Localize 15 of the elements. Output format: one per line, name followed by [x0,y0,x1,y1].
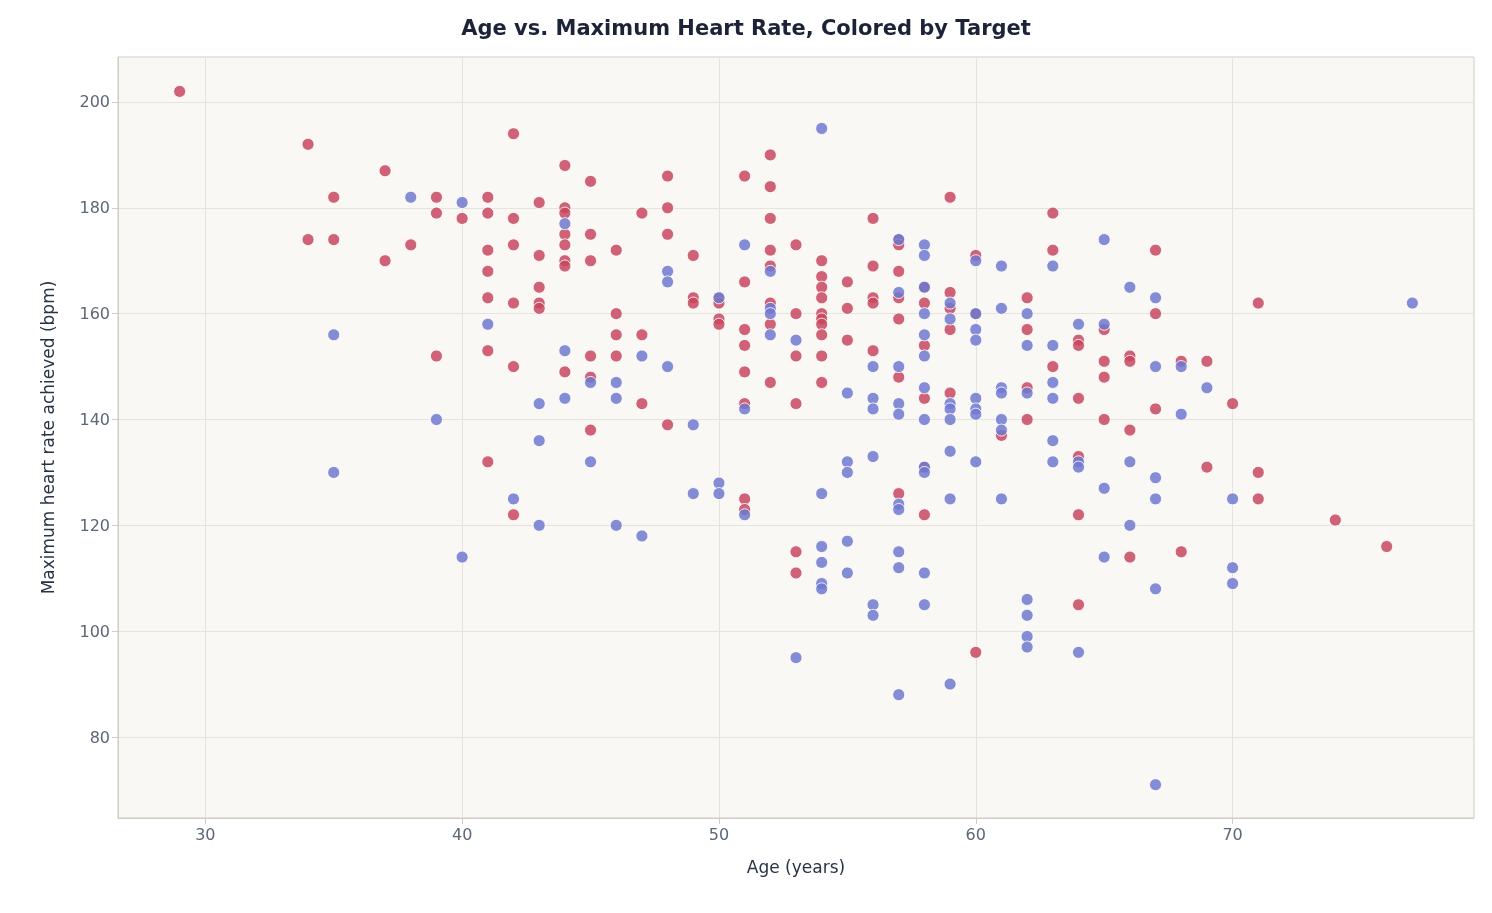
y-axis-title: Maximum heart rate achieved (bpm) [37,280,58,595]
x-tick-label: 30 [195,824,216,844]
y-tick-label: 160 [79,304,110,324]
x-tick-label: 40 [451,824,473,844]
x-tick-label: 60 [965,824,986,844]
x-tick-label: 70 [1222,824,1243,844]
y-tick-label: 140 [79,410,110,430]
y-tick-label: 120 [79,515,110,535]
chart-title: Age vs. Maximum Heart Rate, Colored by Target [461,15,1031,40]
y-tick-label: 80 [89,727,110,747]
y-tick-label: 100 [79,621,110,641]
y-tick-label: 200 [79,92,110,112]
x-axis-title: Age (years) [746,856,846,877]
x-tick-label: 50 [708,824,730,844]
y-tick-label: 180 [79,198,110,218]
